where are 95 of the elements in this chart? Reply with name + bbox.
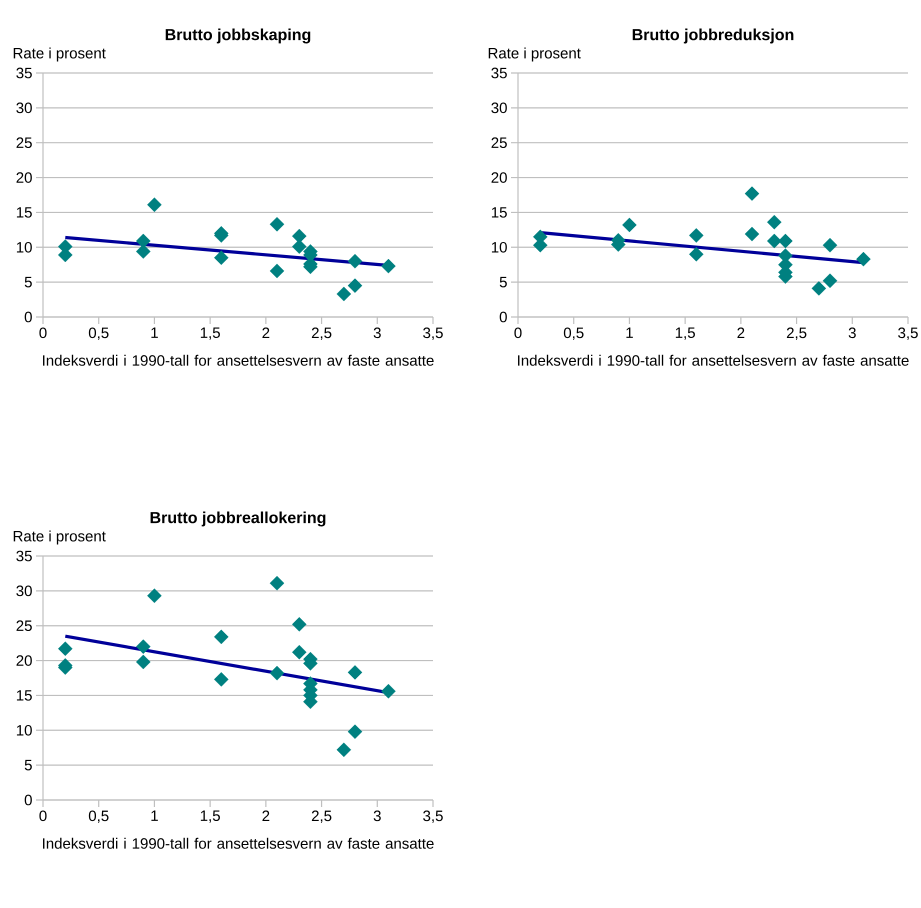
x-tick-label: 3	[848, 328, 856, 338]
point	[58, 641, 73, 656]
y-tick-label: 10	[16, 242, 32, 253]
point	[214, 250, 229, 266]
x-tick-label: 0	[514, 328, 522, 338]
x-tick-label: 2,5	[312, 328, 332, 340]
x-tick-label: 2,5	[786, 328, 806, 340]
point	[147, 588, 162, 604]
x-tick-label: 1	[626, 328, 633, 338]
x-tick-label: 3,5	[898, 328, 918, 340]
point	[767, 214, 782, 230]
x-axis-title: Indeksverdi i 1990-tall for ansettelsesvern av faste ansatte	[43, 838, 434, 849]
y-tick-label: 5	[24, 760, 32, 770]
chart-title: Brutto jobbreduksjon	[632, 28, 794, 44]
y-tick-label: 0	[24, 794, 32, 806]
x-axis-title: Indeksverdi i 1990-tall for ansettelsesvern av faste ansatte	[518, 354, 909, 366]
x-tick-label: 1	[151, 328, 158, 338]
y-tick-label: 30	[16, 102, 32, 114]
x-tick-label: 2	[262, 810, 270, 822]
point	[136, 639, 151, 654]
point	[622, 218, 637, 232]
point	[136, 244, 151, 259]
point	[270, 264, 284, 278]
point	[292, 617, 307, 632]
point	[822, 238, 838, 252]
y-tick-label: 10	[16, 724, 32, 736]
point	[348, 665, 362, 680]
point	[348, 278, 362, 293]
x-axis-title: Indeksverdi i 1990-tall for ansettelsesvern av faste ansatte	[43, 354, 434, 366]
x-tick-label: 0	[39, 328, 47, 338]
x-tick-label: 2	[262, 328, 270, 338]
x-tick-label: 2,5	[312, 810, 332, 823]
point	[214, 630, 229, 644]
x-tick-label: 0,5	[564, 328, 584, 340]
point	[292, 228, 307, 244]
x-tick-label: 3	[374, 328, 381, 338]
y-tick-label: 25	[16, 620, 32, 632]
point	[812, 281, 826, 296]
point	[778, 234, 793, 248]
y-tick-label: 35	[491, 68, 507, 78]
y-tick-label: 5	[500, 276, 507, 288]
chart-title: Brutto jobbreallokering	[150, 511, 326, 526]
x-tick-label: 3,5	[423, 328, 443, 340]
y-tick-label: 35	[16, 68, 32, 78]
point	[856, 252, 871, 266]
x-tick-label: 2	[737, 328, 744, 338]
y-tick-label: 25	[492, 137, 507, 148]
point	[381, 258, 396, 274]
point	[336, 742, 352, 758]
x-tick-label: 3	[374, 810, 381, 822]
y-axis-title: Rate i prosent	[14, 47, 106, 62]
point	[689, 228, 704, 243]
point	[147, 197, 162, 212]
x-tick-label: 3,5	[423, 810, 443, 823]
point	[136, 654, 151, 670]
x-tick-label: 0,5	[88, 810, 109, 823]
point	[744, 226, 760, 242]
point	[348, 724, 362, 739]
x-tick-label: 1,5	[200, 328, 220, 340]
y-tick-label: 35	[16, 550, 32, 562]
y-tick-label: 0	[500, 312, 507, 322]
y-tick-label: 20	[16, 655, 32, 666]
point	[744, 186, 760, 201]
point	[292, 644, 307, 660]
point	[270, 217, 284, 232]
y-tick-label: 25	[16, 137, 32, 148]
point	[292, 239, 307, 254]
point	[270, 576, 284, 590]
y-tick-label: 0	[24, 312, 32, 322]
chart-title: Brutto jobbskaping	[166, 28, 310, 44]
y-tick-label: 15	[492, 207, 507, 218]
point	[348, 254, 362, 268]
point	[381, 684, 396, 699]
y-tick-label: 10	[492, 242, 507, 253]
point	[822, 273, 838, 288]
y-tick-label: 15	[16, 690, 32, 701]
y-tick-label: 20	[492, 172, 507, 183]
x-tick-label: 0,5	[88, 328, 109, 340]
x-tick-label: 1	[151, 810, 158, 821]
x-tick-label: 1,5	[200, 810, 220, 823]
point	[336, 286, 352, 302]
y-tick-label: 15	[16, 207, 32, 218]
x-tick-label: 1,5	[676, 328, 695, 340]
y-axis-title: Rate i prosent	[14, 530, 106, 544]
y-tick-label: 30	[491, 102, 507, 114]
y-axis-title: Rate i prosent	[488, 47, 581, 62]
point	[270, 666, 284, 680]
x-tick-label: 0	[39, 810, 47, 822]
y-tick-label: 20	[16, 172, 32, 183]
point	[136, 234, 151, 248]
y-tick-label: 5	[24, 276, 32, 288]
point	[689, 246, 704, 262]
point	[214, 672, 229, 687]
point	[767, 234, 782, 248]
y-tick-label: 30	[16, 586, 32, 596]
